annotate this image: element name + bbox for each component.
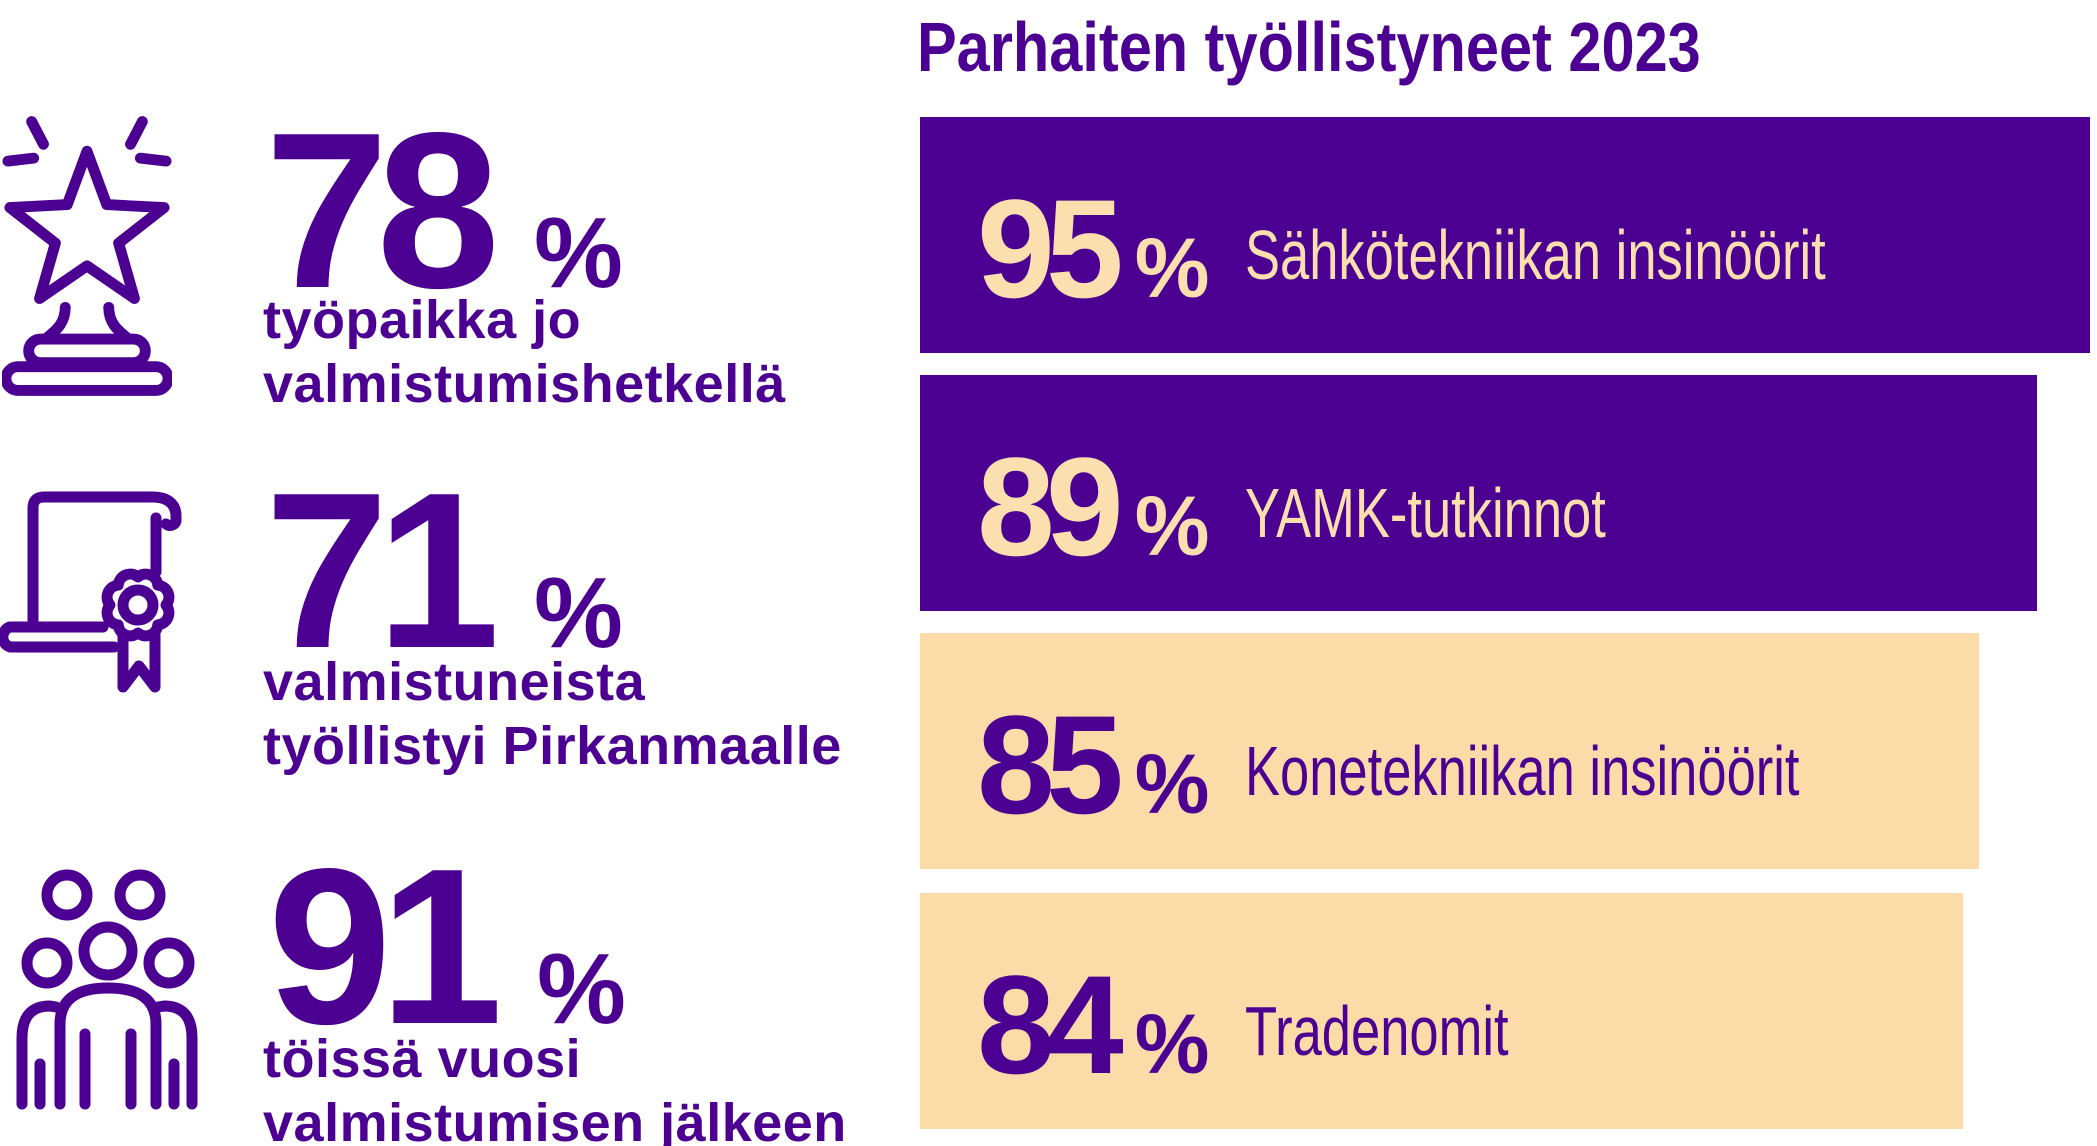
bar-number: 95 bbox=[977, 170, 1124, 327]
people-group-icon bbox=[16, 869, 198, 1110]
stat-label: valmistuneista työllistyi Pirkanmaalle bbox=[263, 650, 842, 778]
stat-label-line: työllistyi Pirkanmaalle bbox=[263, 716, 842, 776]
bar-number: 85 bbox=[977, 686, 1124, 843]
percent-sign: % bbox=[533, 557, 623, 669]
percent-sign: % bbox=[1134, 997, 1210, 1091]
stat-number: 71 bbox=[265, 447, 500, 695]
bar-label: Konetekniikan insinöörit bbox=[1245, 732, 1800, 810]
bar-number: 89 bbox=[977, 428, 1124, 585]
bar-yamk-tutkinnot: 89% YAMK-tutkinnot bbox=[920, 375, 2037, 611]
stat-number: 78 bbox=[265, 87, 500, 335]
bar-konetekniikan-insinoorit: 85% Konetekniikan insinöörit bbox=[920, 633, 1979, 869]
stat-label-line: valmistuneista bbox=[263, 652, 646, 712]
bar-label: YAMK-tutkinnot bbox=[1245, 474, 1606, 552]
stat-label-line: töissä vuosi bbox=[263, 1029, 582, 1089]
bar-value: 84% bbox=[977, 955, 1209, 1095]
bar-sahkotekniikan-insinoorit: 95% Sähkötekniikan insinöörit bbox=[920, 117, 2090, 353]
stat-value: 71% bbox=[265, 460, 623, 682]
stat-value: 78% bbox=[265, 100, 623, 322]
stat-label: työpaikka jo valmistumishetkellä bbox=[263, 288, 786, 416]
bar-number: 84 bbox=[977, 946, 1124, 1103]
diploma-icon bbox=[0, 491, 182, 693]
percent-sign: % bbox=[533, 197, 623, 309]
stat-label-line: valmistumisen jälkeen bbox=[263, 1093, 847, 1146]
stat-number: 91 bbox=[268, 823, 503, 1071]
percent-sign: % bbox=[536, 933, 626, 1045]
chart-title: Parhaiten työllistyneet 2023 bbox=[917, 8, 1701, 86]
trophy-star-icon bbox=[2, 116, 172, 396]
stat-value: 91% bbox=[268, 836, 626, 1058]
bar-tradenomit: 84% Tradenomit bbox=[920, 893, 1963, 1129]
stat-label: töissä vuosi valmistumisen jälkeen bbox=[263, 1027, 847, 1146]
stat-label-line: työpaikka jo bbox=[263, 290, 582, 350]
percent-sign: % bbox=[1134, 479, 1210, 573]
percent-sign: % bbox=[1134, 221, 1210, 315]
stat-label-line: valmistumishetkellä bbox=[263, 354, 786, 414]
bar-value: 95% bbox=[977, 179, 1209, 319]
bar-value: 89% bbox=[977, 437, 1209, 577]
bar-label: Tradenomit bbox=[1245, 992, 1509, 1070]
percent-sign: % bbox=[1134, 737, 1210, 831]
bar-value: 85% bbox=[977, 695, 1209, 835]
bar-label: Sähkötekniikan insinöörit bbox=[1245, 216, 1826, 294]
